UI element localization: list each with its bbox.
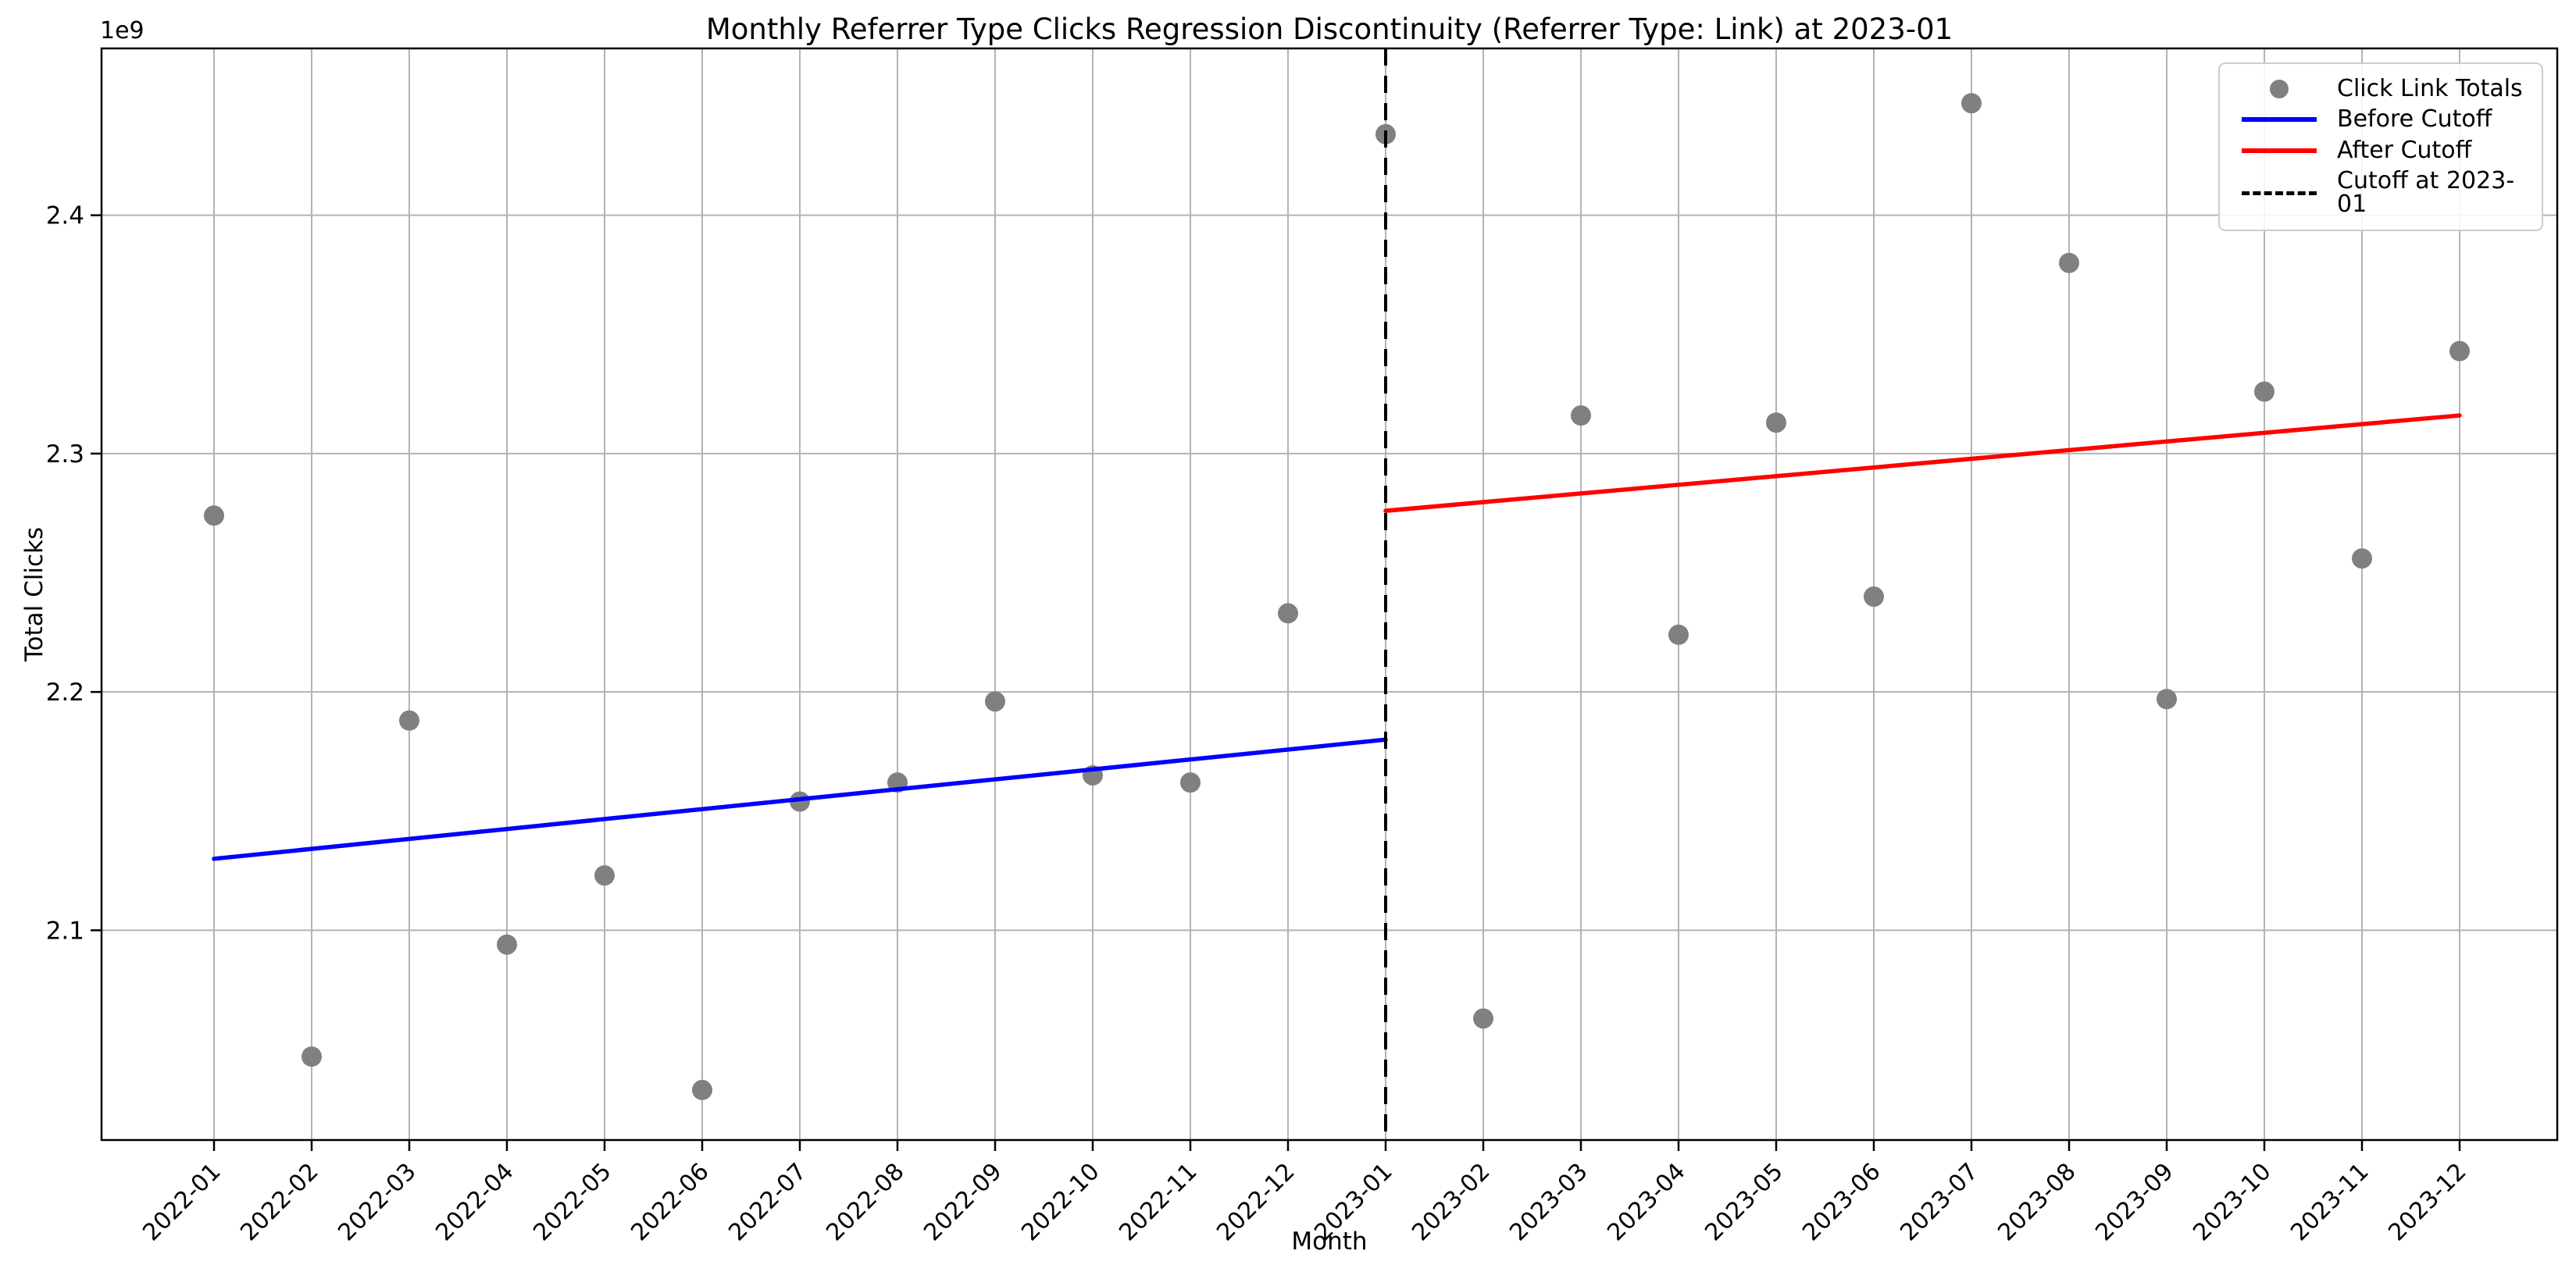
y-axis-offset-text: 1e9 <box>100 17 144 45</box>
legend: Click Link Totals Before Cutoff After Cu… <box>2218 62 2543 231</box>
y-tick-label: 2.1 <box>46 917 84 945</box>
data-point-2023-10 <box>2254 381 2275 402</box>
legend-label: After Cutoff <box>2337 136 2472 164</box>
chart-title: Monthly Referrer Type Clicks Regression … <box>705 12 1953 46</box>
data-point-2022-12 <box>1278 603 1298 624</box>
data-point-2023-07 <box>1961 93 1982 114</box>
data-point-2023-03 <box>1571 405 1591 426</box>
data-point-2023-09 <box>2157 689 2177 710</box>
regression-line <box>1383 413 2462 513</box>
data-point-2022-03 <box>399 710 419 731</box>
scatter-marker-icon <box>2242 79 2317 98</box>
dashed-line-marker-icon <box>2242 191 2317 195</box>
legend-item-after-cutoff: After Cutoff <box>2220 136 2542 164</box>
data-point-2022-07 <box>790 791 810 812</box>
legend-label: Before Cutoff <box>2337 105 2492 134</box>
regression-line <box>212 737 1388 861</box>
data-point-2023-04 <box>1668 624 1689 645</box>
data-point-2023-06 <box>1864 586 1884 607</box>
data-point-2023-11 <box>2352 548 2372 569</box>
line-marker-icon <box>2242 117 2317 123</box>
data-point-2023-12 <box>2449 340 2470 362</box>
data-point-2022-11 <box>1180 772 1201 793</box>
data-point-2022-01 <box>204 505 224 526</box>
legend-item-cutoff: Cutoff at 2023-01 <box>2220 169 2542 216</box>
data-point-2022-05 <box>594 865 615 886</box>
x-axis-label: Month <box>1291 1227 1368 1256</box>
legend-label: Cutoff at 2023-01 <box>2337 167 2515 219</box>
legend-item-before-cutoff: Before Cutoff <box>2220 108 2542 131</box>
data-point-2023-08 <box>2059 252 2079 273</box>
data-point-2022-02 <box>301 1046 322 1067</box>
y-axis-label: Total Clicks <box>20 526 48 662</box>
y-tick-label: 2.2 <box>46 679 84 707</box>
data-point-2022-04 <box>497 934 517 955</box>
line-marker-icon <box>2242 148 2317 153</box>
data-point-2023-02 <box>1473 1008 1493 1029</box>
legend-label: Click Link Totals <box>2337 74 2523 102</box>
data-point-2022-09 <box>985 691 1005 712</box>
y-tick-label: 2.4 <box>46 202 84 230</box>
y-tick-label: 2.3 <box>46 440 84 469</box>
plot-border <box>100 47 2559 1142</box>
legend-item-click-link-totals: Click Link Totals <box>2220 77 2542 101</box>
data-point-2022-06 <box>692 1079 712 1100</box>
data-point-2023-05 <box>1766 412 1786 433</box>
